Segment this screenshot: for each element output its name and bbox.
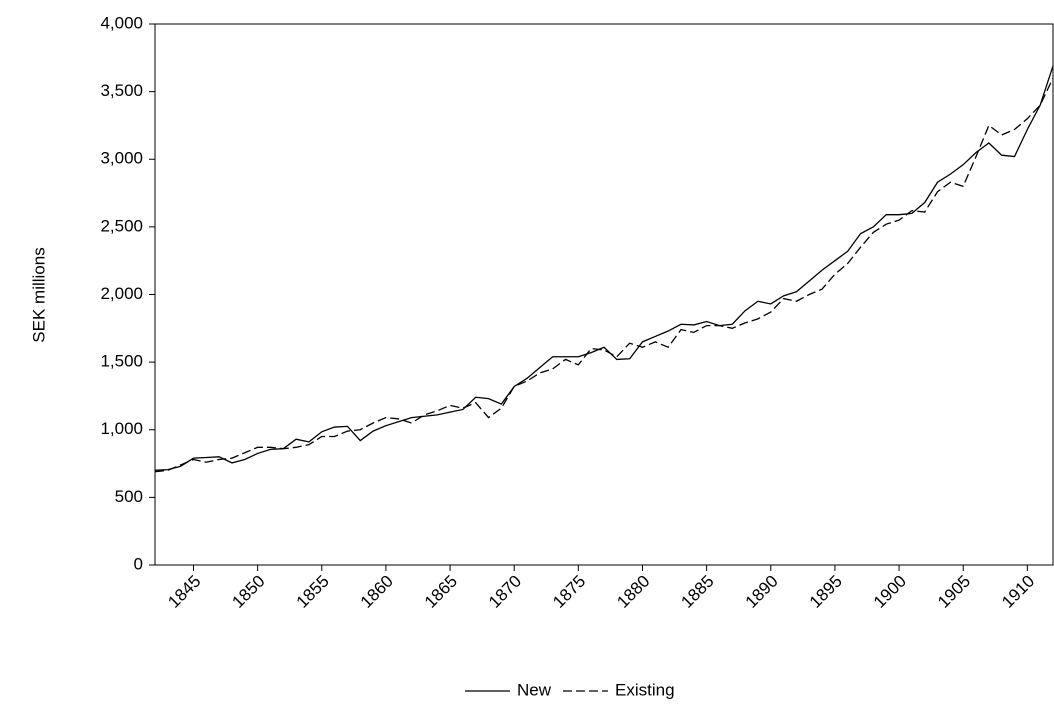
x-tick-label: 1895	[806, 572, 846, 612]
x-tick-label: 1860	[357, 572, 397, 612]
x-tick-label: 1865	[421, 572, 461, 612]
x-tick-label: 1880	[613, 572, 653, 612]
y-tick-label: 0	[134, 554, 143, 573]
legend-label: Existing	[615, 680, 675, 699]
x-tick-label: 1875	[549, 572, 589, 612]
x-tick-label: 1850	[228, 572, 268, 612]
y-tick-label: 500	[115, 487, 143, 506]
x-tick-label: 1905	[934, 572, 974, 612]
series-line	[154, 65, 1054, 471]
y-tick-label: 2,000	[100, 284, 143, 303]
y-tick-label: 1,500	[100, 352, 143, 371]
plot-frame	[154, 23, 1054, 566]
y-tick-label: 3,500	[100, 81, 143, 100]
y-axis-label: SEK millions	[29, 247, 48, 342]
y-tick-label: 3,000	[100, 149, 143, 168]
y-tick-label: 1,000	[100, 419, 143, 438]
x-tick-label: 1855	[293, 572, 333, 612]
x-tick-label: 1910	[998, 572, 1038, 612]
series-line	[154, 77, 1054, 473]
x-tick-label: 1870	[485, 572, 525, 612]
x-tick-label: 1900	[870, 572, 910, 612]
legend-label: New	[517, 680, 552, 699]
x-tick-label: 1890	[742, 572, 782, 612]
x-tick-label: 1885	[677, 572, 717, 612]
x-tick-label: 1845	[164, 572, 204, 612]
y-tick-label: 2,500	[100, 216, 143, 235]
y-tick-label: 4,000	[100, 13, 143, 32]
